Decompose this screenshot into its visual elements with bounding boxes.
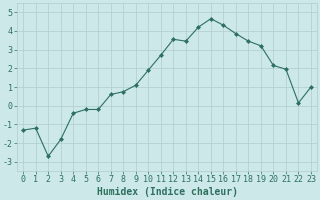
X-axis label: Humidex (Indice chaleur): Humidex (Indice chaleur) <box>97 187 237 197</box>
